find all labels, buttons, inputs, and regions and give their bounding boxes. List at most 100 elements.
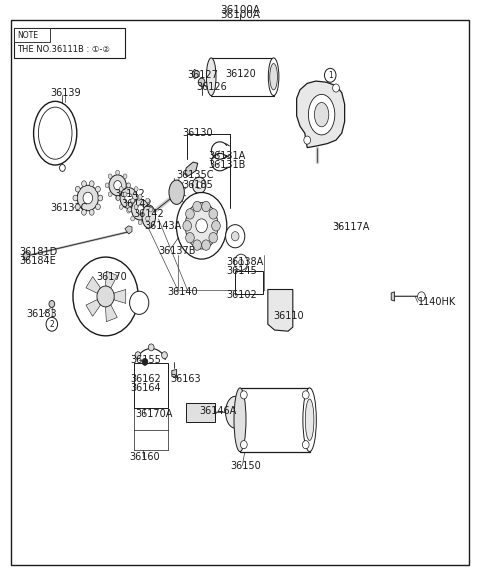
- Text: 36100A: 36100A: [220, 5, 260, 16]
- Ellipse shape: [185, 203, 218, 249]
- Polygon shape: [192, 69, 199, 79]
- Circle shape: [46, 317, 58, 331]
- Text: 36155: 36155: [131, 355, 161, 365]
- Circle shape: [196, 219, 207, 233]
- Circle shape: [192, 177, 206, 193]
- Circle shape: [138, 195, 142, 199]
- Circle shape: [136, 205, 144, 214]
- Text: 36100A: 36100A: [220, 10, 260, 20]
- Text: 36143A: 36143A: [144, 221, 181, 231]
- Circle shape: [146, 217, 150, 221]
- Ellipse shape: [142, 205, 156, 228]
- Circle shape: [193, 240, 202, 250]
- Circle shape: [209, 208, 217, 219]
- Polygon shape: [185, 162, 198, 177]
- Circle shape: [98, 195, 103, 201]
- Circle shape: [324, 68, 336, 82]
- Circle shape: [131, 217, 134, 221]
- Circle shape: [82, 181, 86, 186]
- Circle shape: [135, 352, 141, 358]
- Circle shape: [49, 301, 55, 307]
- Text: 36160: 36160: [130, 452, 160, 463]
- Circle shape: [202, 240, 210, 250]
- Text: 36126: 36126: [196, 82, 227, 93]
- Text: 36140: 36140: [167, 287, 198, 297]
- Polygon shape: [114, 290, 126, 303]
- Text: 36131C: 36131C: [50, 203, 88, 214]
- Circle shape: [128, 207, 132, 212]
- Circle shape: [193, 201, 202, 212]
- Text: 36170A: 36170A: [135, 409, 173, 419]
- Text: 36164: 36164: [131, 383, 161, 393]
- Circle shape: [212, 221, 220, 231]
- Circle shape: [116, 196, 120, 200]
- Circle shape: [134, 186, 138, 191]
- Ellipse shape: [303, 388, 316, 452]
- Circle shape: [126, 183, 130, 188]
- Bar: [14, 28, 50, 42]
- Polygon shape: [106, 271, 117, 288]
- Text: 36183: 36183: [26, 309, 57, 319]
- Circle shape: [127, 183, 131, 188]
- Polygon shape: [172, 369, 177, 378]
- Polygon shape: [106, 305, 117, 322]
- Text: 36117A: 36117A: [332, 222, 370, 232]
- Text: 36162: 36162: [131, 374, 161, 384]
- Text: 2: 2: [49, 320, 54, 329]
- Text: 36146A: 36146A: [199, 406, 237, 416]
- Text: 36142: 36142: [121, 199, 152, 209]
- Circle shape: [304, 136, 311, 144]
- Circle shape: [108, 174, 112, 178]
- Circle shape: [116, 170, 120, 175]
- Text: 36142: 36142: [114, 189, 145, 199]
- Text: 36139: 36139: [50, 87, 81, 98]
- Bar: [240, 388, 310, 452]
- Ellipse shape: [169, 180, 184, 204]
- Text: 36150: 36150: [230, 460, 261, 471]
- Polygon shape: [297, 81, 345, 148]
- Ellipse shape: [38, 107, 72, 159]
- Circle shape: [138, 220, 142, 225]
- Bar: [14, 28, 125, 58]
- Circle shape: [114, 181, 121, 190]
- Circle shape: [123, 174, 127, 178]
- Circle shape: [108, 192, 112, 197]
- Text: 36127: 36127: [187, 70, 218, 80]
- Ellipse shape: [268, 58, 279, 96]
- Text: 1: 1: [328, 71, 333, 80]
- Ellipse shape: [314, 102, 329, 127]
- Circle shape: [234, 254, 248, 270]
- Text: 36138A: 36138A: [227, 257, 264, 267]
- Text: 36181D: 36181D: [19, 247, 58, 258]
- Circle shape: [82, 210, 86, 215]
- Circle shape: [75, 204, 80, 210]
- Text: NOTE: NOTE: [17, 31, 38, 40]
- Circle shape: [97, 286, 114, 307]
- Circle shape: [137, 196, 141, 200]
- Circle shape: [109, 175, 126, 196]
- Text: 36131A: 36131A: [209, 151, 246, 162]
- Circle shape: [130, 291, 149, 314]
- Circle shape: [146, 198, 150, 203]
- Circle shape: [226, 225, 245, 248]
- Polygon shape: [391, 292, 395, 301]
- Ellipse shape: [226, 397, 245, 428]
- Bar: [235, 271, 263, 294]
- Ellipse shape: [34, 101, 77, 165]
- Circle shape: [125, 193, 132, 203]
- Circle shape: [89, 210, 94, 215]
- Circle shape: [198, 78, 205, 86]
- Circle shape: [183, 221, 192, 231]
- Text: 36102: 36102: [227, 290, 257, 301]
- Circle shape: [96, 186, 100, 192]
- Circle shape: [119, 186, 123, 191]
- Bar: [134, 363, 168, 408]
- Circle shape: [239, 259, 243, 265]
- Circle shape: [77, 185, 98, 211]
- Circle shape: [134, 205, 138, 210]
- Circle shape: [333, 84, 339, 92]
- Circle shape: [60, 164, 65, 171]
- Polygon shape: [86, 300, 100, 316]
- Text: 36184E: 36184E: [19, 256, 56, 266]
- Circle shape: [240, 391, 247, 399]
